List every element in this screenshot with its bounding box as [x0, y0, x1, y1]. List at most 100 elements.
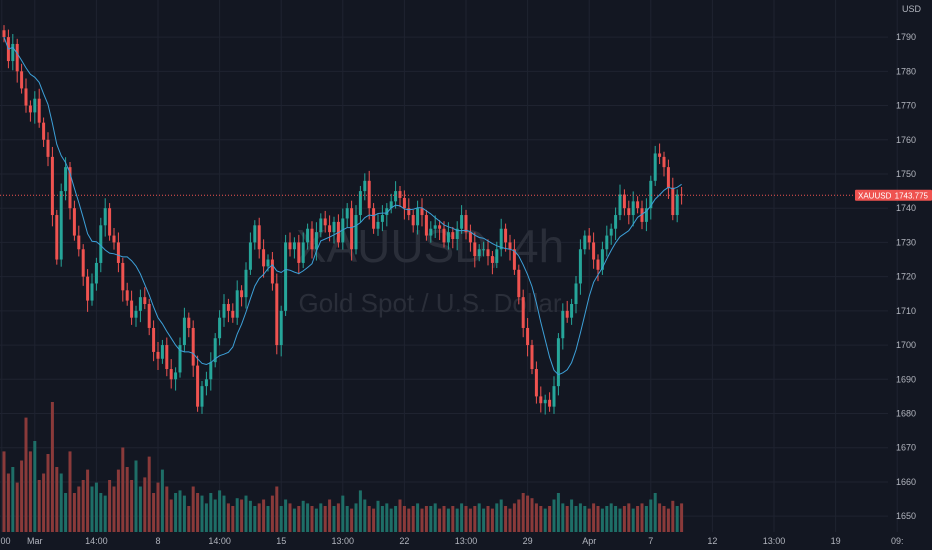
volume-bar — [671, 500, 675, 532]
candle-body — [552, 386, 556, 407]
volume-bar — [548, 506, 552, 532]
volume-bar — [486, 506, 490, 532]
candle-body — [429, 228, 433, 236]
candle-body — [218, 317, 222, 339]
candle-body — [86, 276, 90, 301]
volume-bar — [394, 506, 398, 532]
candle-body — [495, 249, 499, 263]
time-tick-label: 13:00 — [455, 536, 478, 546]
candle-body — [600, 249, 604, 270]
candle-body — [319, 218, 323, 233]
time-tick-label: 13:00 — [763, 536, 786, 546]
volume-bar — [512, 503, 516, 532]
candle-body — [37, 98, 41, 123]
volume-bar — [482, 508, 486, 532]
volume-bar — [28, 451, 32, 532]
time-axis[interactable]: 4:00 Mar 14:00 8 14:00 15 13:00 22 13:00 29 Apr 7 12… — [0, 536, 903, 546]
candle-body — [394, 191, 398, 202]
candle-body — [103, 208, 107, 226]
candle-body — [174, 372, 178, 380]
candle-body — [460, 215, 464, 229]
candle-body — [134, 310, 138, 318]
volume-bar — [389, 508, 393, 532]
candle-body — [570, 304, 574, 318]
candle-body — [640, 208, 644, 222]
price-tick-label: 1670 — [896, 443, 916, 453]
volume-bar — [363, 499, 367, 532]
volume-bar — [358, 490, 362, 532]
volume-bar — [433, 503, 437, 532]
candle-body — [671, 187, 675, 216]
candle-body — [644, 208, 648, 222]
volume-bar — [178, 490, 182, 532]
candle-body — [614, 215, 618, 229]
candle-body — [354, 215, 358, 250]
volume-bar — [429, 506, 433, 532]
volume-bar — [169, 499, 173, 532]
volume-bar — [319, 503, 323, 532]
volume-bar — [446, 508, 450, 532]
candle-body — [636, 201, 640, 209]
volume-bar — [235, 498, 239, 532]
candle-body — [424, 215, 428, 236]
candle-body — [583, 235, 587, 250]
candle-body — [482, 249, 486, 251]
candle-body — [125, 290, 129, 301]
volume-bar — [372, 508, 376, 532]
candle-body — [222, 304, 226, 318]
volume-bar — [77, 486, 81, 532]
time-tick-label: 14:00 — [85, 536, 108, 546]
candle-body — [182, 317, 186, 346]
volume-bar — [138, 486, 142, 532]
candle-body — [209, 362, 213, 380]
candle-body — [178, 345, 182, 373]
volume-bar — [284, 499, 288, 532]
candle-body — [147, 304, 151, 328]
candle-body — [2, 30, 6, 38]
candle-body — [508, 242, 512, 250]
candle-body — [262, 249, 266, 267]
candle-body — [442, 228, 446, 243]
volume-bar — [165, 486, 169, 532]
candle-body — [543, 399, 547, 404]
candles — [2, 25, 684, 415]
candle-body — [627, 208, 631, 216]
price-tick-label: 1770 — [896, 101, 916, 111]
candle-body — [191, 327, 195, 366]
candle-body — [609, 228, 613, 236]
volume-bar — [248, 500, 252, 532]
price-tick-label: 1790 — [896, 32, 916, 42]
price-tick-label: 1690 — [896, 374, 916, 384]
volume-bar — [81, 480, 85, 532]
volume-bar — [11, 467, 15, 532]
candle-body — [323, 218, 327, 226]
price-tick-label: 1710 — [896, 306, 916, 316]
candle-body — [574, 283, 578, 305]
candle-body — [398, 191, 402, 198]
volume-bar — [134, 460, 138, 532]
volume-bar — [631, 508, 635, 532]
volume-bar — [50, 402, 54, 532]
volume-bar — [504, 506, 508, 532]
price-axis[interactable]: 1650 1660 1670 1680 1690 1700 1710 1720 1730 1740… — [896, 32, 916, 521]
candle-body — [512, 249, 516, 270]
candle-body — [345, 208, 349, 219]
candle-body — [33, 98, 37, 113]
volume-bar — [578, 503, 582, 532]
volume-bar — [20, 460, 24, 532]
candle-body — [596, 259, 600, 270]
volume-bar — [33, 441, 37, 532]
volume-bar — [385, 503, 389, 532]
volume-bar — [336, 503, 340, 532]
volume-bar — [160, 469, 164, 532]
time-tick-label: 14:00 — [208, 536, 231, 546]
candle-body — [121, 262, 125, 291]
candle-body — [539, 396, 543, 404]
volume-bar — [649, 499, 653, 532]
volume-bar — [196, 493, 200, 532]
grid-lines — [0, 0, 898, 532]
candle-body — [204, 379, 208, 387]
volume-bar — [121, 447, 125, 532]
volume-bar — [55, 467, 59, 532]
